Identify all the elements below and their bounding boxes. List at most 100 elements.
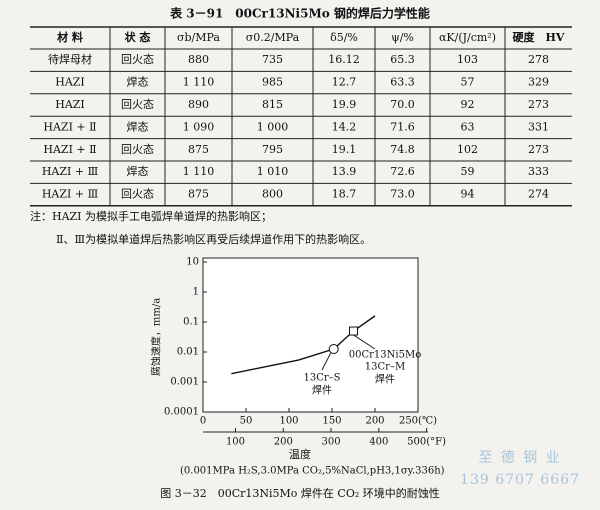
x-axis-label: 温度 xyxy=(289,447,311,461)
table-header: αK/(J/cm²) xyxy=(439,31,496,44)
table-cell: 735 xyxy=(262,53,283,66)
table-header: δ5/% xyxy=(330,31,358,44)
annotation: 00Cr13Ni5Mo xyxy=(349,350,421,361)
table-cell: 19.9 xyxy=(332,98,357,111)
x-tick-label: 100 xyxy=(279,416,298,427)
table-cell: 72.6 xyxy=(390,165,415,178)
table-title: 表 3－91 00Cr13Ni5Mo 钢的焊后力学性能 xyxy=(169,6,430,21)
y-tick-label: 0.01 xyxy=(177,347,199,358)
table-header: 状 态 xyxy=(125,30,151,44)
watermark: 至 德 钢 业 xyxy=(478,450,561,466)
table-cell: 103 xyxy=(457,53,478,66)
table-cell: 焊态 xyxy=(127,75,149,89)
annotation: 13Cr–S xyxy=(303,373,340,384)
table-header: 材 料 xyxy=(57,30,83,44)
x2-tick-label: 300 xyxy=(321,437,340,448)
table-cell: 16.12 xyxy=(328,53,360,66)
table-cell: 18.7 xyxy=(332,188,357,201)
table-cell: 14.2 xyxy=(332,120,357,133)
x-tick-label: 0 xyxy=(200,416,206,427)
x2-tick-label: 400 xyxy=(369,437,388,448)
annotation: 焊件 xyxy=(375,374,395,386)
table-cell: HAZI xyxy=(55,76,85,89)
table-cell: 815 xyxy=(262,98,283,111)
table-cell: 331 xyxy=(528,120,549,133)
table-cell: 回火态 xyxy=(121,53,154,66)
table-header: σb/MPa xyxy=(177,31,220,44)
table-cell: HAZI + Ⅱ xyxy=(43,120,96,133)
marker-circle xyxy=(328,343,339,354)
table-cell: 875 xyxy=(188,188,209,201)
table-cell: 278 xyxy=(528,53,549,66)
table-cell: HAZI + Ⅲ xyxy=(42,188,98,201)
table-cell: 回火态 xyxy=(121,143,154,156)
table-cell: 1 110 xyxy=(183,76,215,89)
figure-caption: 图 3－32 00Cr13Ni5Mo 焊件在 CO₂ 环境中的耐蚀性 xyxy=(160,486,440,500)
table-cell: 70.0 xyxy=(390,98,415,111)
y-tick-label: 0.001 xyxy=(170,377,199,388)
table-cell: HAZI xyxy=(55,98,85,111)
table-cell: 焊态 xyxy=(127,119,149,133)
table-cell: 焊态 xyxy=(127,164,149,178)
leader xyxy=(353,334,376,350)
table-cell: HAZI + Ⅱ xyxy=(43,143,96,156)
table-cell: 59 xyxy=(461,165,475,178)
table-cell: 1 090 xyxy=(183,120,215,133)
y-tick-label: 1 xyxy=(193,287,199,298)
table-header: 硬度 HV xyxy=(513,30,565,44)
table-cell: 63.3 xyxy=(390,76,415,89)
table-cell: 73.0 xyxy=(390,188,415,201)
y-tick-label: 0.1 xyxy=(183,317,199,328)
table-cell: 71.6 xyxy=(390,120,415,133)
annotation: 焊件 xyxy=(312,385,332,397)
table-cell: 回火态 xyxy=(121,188,154,201)
marker-square xyxy=(349,326,358,336)
y-tick-label: 10 xyxy=(186,257,199,268)
x-tick-label: 250(℃) xyxy=(399,416,437,427)
table-header: ψ/% xyxy=(391,31,414,44)
table-cell: 94 xyxy=(461,188,475,201)
table-cell: 273 xyxy=(528,143,549,156)
table-cell: 880 xyxy=(188,53,209,66)
table-cell: 333 xyxy=(528,165,549,178)
watermark: 139 6707 6667 xyxy=(460,472,580,488)
plot-frame xyxy=(202,257,419,413)
x-tick-label: 200 xyxy=(365,416,384,427)
table-cell: 57 xyxy=(461,76,475,89)
table-cell: 1 110 xyxy=(183,165,215,178)
table-cell: 329 xyxy=(528,76,549,89)
table-cell: 19.1 xyxy=(332,143,357,156)
table-cell: 985 xyxy=(262,76,283,89)
y-axis-label: 腐蚀速度，mm/a xyxy=(150,298,163,376)
table-cell: 13.9 xyxy=(332,165,357,178)
table-cell: 12.7 xyxy=(332,76,357,89)
table-cell: 1 010 xyxy=(257,165,289,178)
table-cell: 875 xyxy=(188,143,209,156)
table-cell: 65.3 xyxy=(390,53,415,66)
x2-tick-label: 200 xyxy=(274,437,293,448)
table-cell: 1 000 xyxy=(257,120,289,133)
table-cell: 890 xyxy=(188,98,209,111)
x-tick-label: 150 xyxy=(322,416,341,427)
y-tick-label: 0.0001 xyxy=(164,407,199,418)
x2-tick-label: 100 xyxy=(226,437,245,448)
table-cell: 800 xyxy=(262,188,283,201)
table-cell: 63 xyxy=(461,120,475,133)
x2-tick-label: 500(°F) xyxy=(407,437,446,448)
annotation: 13Cr–M xyxy=(365,362,405,373)
table-header: σ0.2/MPa xyxy=(246,31,300,44)
table-cell: 102 xyxy=(457,143,478,156)
table-cell: 274 xyxy=(528,188,549,201)
table-note: Ⅱ、Ⅲ为模拟单道焊后热影响区再受后续焊道作用下的热影响区。 xyxy=(56,232,371,246)
table-cell: 795 xyxy=(262,143,283,156)
conditions: (0.001MPa H₂S,3.0MPa CO₂,5%NaCl,pH3,1σy.… xyxy=(180,466,445,477)
table-cell: 92 xyxy=(461,98,475,111)
table-cell: 273 xyxy=(528,98,549,111)
table-cell: 74.8 xyxy=(390,143,415,156)
x-tick-label: 50 xyxy=(240,416,253,427)
table-cell: HAZI + Ⅲ xyxy=(42,165,98,178)
table-note: 注：HAZI 为模拟手工电弧焊单道焊的热影响区； xyxy=(30,209,272,223)
table-cell: 回火态 xyxy=(121,98,154,111)
table-cell: 待焊母材 xyxy=(48,52,92,66)
